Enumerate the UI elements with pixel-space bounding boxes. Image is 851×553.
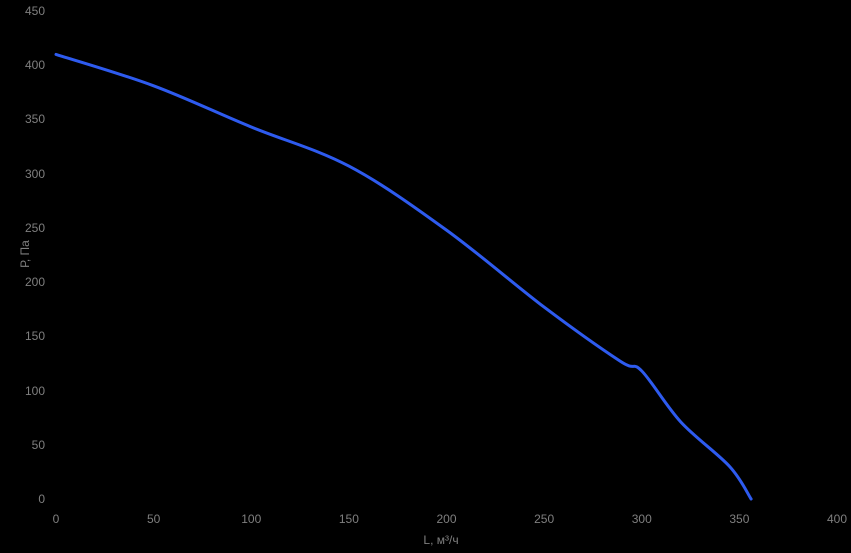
x-axis-title: L, м³/ч — [423, 533, 459, 547]
fan-curve-line — [54, 52, 753, 501]
y-tick-label-200: 200 — [24, 275, 45, 290]
y-tick-label-250: 250 — [24, 220, 45, 235]
x-tick-label-200: 200 — [436, 512, 457, 526]
x-tick-label-0: 0 — [52, 512, 60, 526]
x-tick-label-50: 50 — [146, 512, 161, 526]
y-tick-label-350: 350 — [24, 112, 45, 127]
x-tick-label-250: 250 — [534, 512, 555, 526]
x-tick-label-400: 400 — [826, 512, 848, 526]
x-tick-label-100: 100 — [241, 512, 262, 526]
y-tick-label-100: 100 — [24, 383, 45, 398]
y-tick-label-150: 150 — [24, 329, 45, 344]
x-tick-label-350: 350 — [729, 512, 750, 526]
y-tick-label-300: 300 — [24, 166, 45, 181]
y-tick-label-400: 400 — [24, 58, 45, 73]
x-tick-label-300: 300 — [631, 512, 652, 526]
y-tick-label-450: 450 — [24, 4, 45, 18]
y-axis-title: Р, Па — [18, 240, 32, 268]
y-tick-label-0: 0 — [38, 492, 45, 506]
x-tick-label-150: 150 — [338, 512, 359, 526]
y-tick-label-50: 50 — [31, 437, 45, 452]
